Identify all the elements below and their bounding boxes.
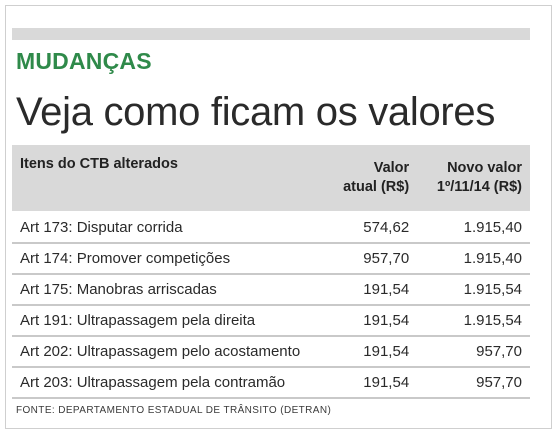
table-row: Art 202: Ultrapassagem pelo acostamento … bbox=[12, 337, 530, 368]
table-row: Art 203: Ultrapassagem pela contramão 19… bbox=[12, 368, 530, 399]
header-item: Itens do CTB alterados bbox=[12, 145, 325, 211]
section-kicker: MUDANÇAS bbox=[16, 48, 152, 74]
article-description: Ultrapassagem pelo acostamento bbox=[76, 343, 301, 360]
infographic-frame bbox=[5, 5, 552, 429]
new-value-cell: 1.915,54 bbox=[417, 306, 530, 337]
article-description: Manobras arriscadas bbox=[76, 281, 217, 298]
item-cell: Art 203: Ultrapassagem pela contramão bbox=[12, 368, 325, 399]
item-cell: Art 174: Promover competições bbox=[12, 244, 325, 275]
current-value-cell: 957,70 bbox=[324, 244, 418, 275]
item-cell: Art 175: Manobras arriscadas bbox=[12, 275, 325, 306]
header-current-value: Valor atual (R$) bbox=[324, 145, 418, 211]
table-row: Art 175: Manobras arriscadas 191,54 1.91… bbox=[12, 275, 530, 306]
new-value-cell: 1.915,40 bbox=[417, 244, 530, 275]
current-value-cell: 574,62 bbox=[324, 211, 418, 244]
article-code: Art 203: bbox=[20, 374, 73, 391]
article-code: Art 191: bbox=[20, 312, 73, 329]
article-code: Art 173: bbox=[20, 219, 73, 236]
header-new-value: Novo valor 1º/11/14 (R$) bbox=[417, 145, 530, 211]
new-value-cell: 957,70 bbox=[417, 368, 530, 399]
header-new-line2: 1º/11/14 (R$) bbox=[436, 179, 522, 195]
header-current-line2: atual (R$) bbox=[343, 179, 410, 195]
article-description: Disputar corrida bbox=[76, 219, 183, 236]
item-cell: Art 202: Ultrapassagem pelo acostamento bbox=[12, 337, 325, 368]
table-header: Itens do CTB alterados Valor atual (R$) … bbox=[12, 145, 530, 211]
header-new-line1: Novo valor bbox=[447, 160, 522, 176]
current-value-cell: 191,54 bbox=[324, 275, 418, 306]
new-value-cell: 1.915,40 bbox=[417, 211, 530, 244]
article-description: Ultrapassagem pela direita bbox=[76, 312, 256, 329]
article-description: Ultrapassagem pela contramão bbox=[76, 374, 286, 391]
source-note: FONTE: DEPARTAMENTO ESTADUAL DE TRÂNSITO… bbox=[16, 405, 332, 416]
top-gray-bar bbox=[12, 28, 530, 40]
headline: Veja como ficam os valores bbox=[16, 90, 496, 134]
article-code: Art 174: bbox=[20, 250, 73, 267]
values-table: Itens do CTB alterados Valor atual (R$) … bbox=[12, 145, 530, 399]
current-value-cell: 191,54 bbox=[324, 368, 418, 399]
header-current-line1: Valor bbox=[373, 160, 410, 176]
new-value-cell: 957,70 bbox=[417, 337, 530, 368]
article-description: Promover competições bbox=[76, 250, 231, 267]
new-value-cell: 1.915,54 bbox=[417, 275, 530, 306]
table-body: Art 173: Disputar corrida 574,62 1.915,4… bbox=[12, 211, 530, 399]
article-code: Art 175: bbox=[20, 281, 73, 298]
article-code: Art 202: bbox=[20, 343, 73, 360]
item-cell: Art 173: Disputar corrida bbox=[12, 211, 325, 244]
table-header-row: Itens do CTB alterados Valor atual (R$) … bbox=[12, 145, 530, 211]
table-row: Art 173: Disputar corrida 574,62 1.915,4… bbox=[12, 211, 530, 244]
table-row: Art 191: Ultrapassagem pela direita 191,… bbox=[12, 306, 530, 337]
item-cell: Art 191: Ultrapassagem pela direita bbox=[12, 306, 325, 337]
table-row: Art 174: Promover competições 957,70 1.9… bbox=[12, 244, 530, 275]
current-value-cell: 191,54 bbox=[324, 337, 418, 368]
current-value-cell: 191,54 bbox=[324, 306, 418, 337]
